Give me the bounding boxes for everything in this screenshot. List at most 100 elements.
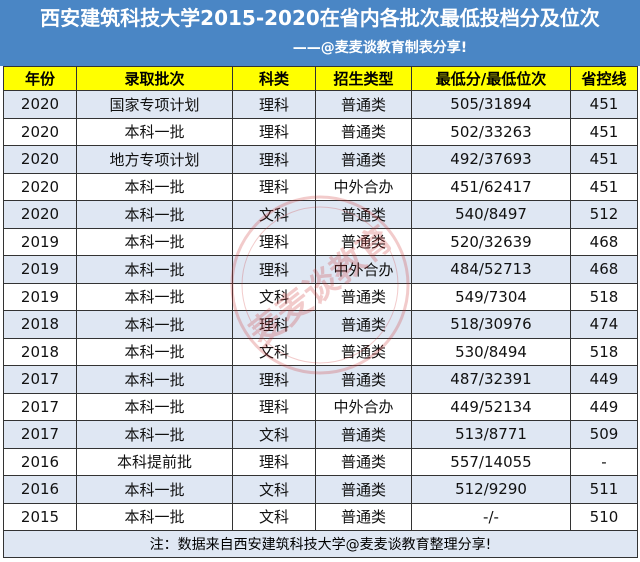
cell-min-score-rank: 492/37693 bbox=[411, 145, 571, 174]
table-header-row: 年份 录取批次 科类 招生类型 最低分/最低位次 省控线 bbox=[3, 66, 638, 91]
cell-year: 2018 bbox=[3, 310, 77, 339]
title-banner: 西安建筑科技大学2015-2020在省内各批次最低投档分及位次 ——@麦麦谈教育… bbox=[0, 0, 640, 66]
cell-year: 2018 bbox=[3, 337, 77, 366]
table-row: 2020 本科一批 文科 普通类 540/8497 512 bbox=[3, 200, 638, 229]
cell-subject: 文科 bbox=[232, 420, 316, 449]
cell-control-line: - bbox=[570, 447, 638, 476]
table-note-row: 注：数据来自西安建筑科技大学@麦麦谈教育整理分享! bbox=[3, 530, 638, 558]
table-row: 2019 本科一批 文科 普通类 549/7304 518 bbox=[3, 282, 638, 311]
cell-min-score-rank: 520/32639 bbox=[411, 227, 571, 256]
cell-batch: 本科提前批 bbox=[76, 447, 233, 476]
column-header-control-line: 省控线 bbox=[570, 66, 638, 91]
cell-enrollment-type: 中外合办 bbox=[315, 172, 412, 201]
admission-score-table: 年份 录取批次 科类 招生类型 最低分/最低位次 省控线 2020 国家专项计划理… bbox=[3, 66, 638, 558]
cell-min-score-rank: 449/52134 bbox=[411, 392, 571, 421]
cell-control-line: 451 bbox=[570, 117, 638, 146]
cell-batch: 本科一批 bbox=[76, 117, 233, 146]
cell-enrollment-type: 普通类 bbox=[315, 117, 412, 146]
cell-min-score-rank: 513/8771 bbox=[411, 420, 571, 449]
cell-year: 2019 bbox=[3, 282, 77, 311]
cell-subject: 文科 bbox=[232, 200, 316, 229]
column-header-min-score-rank: 最低分/最低位次 bbox=[411, 66, 571, 91]
cell-enrollment-type: 普通类 bbox=[315, 227, 412, 256]
cell-control-line: 518 bbox=[570, 337, 638, 366]
cell-enrollment-type: 普通类 bbox=[315, 200, 412, 229]
cell-batch: 国家专项计划 bbox=[76, 90, 233, 119]
cell-control-line: 451 bbox=[570, 172, 638, 201]
cell-year: 2017 bbox=[3, 365, 77, 394]
cell-subject: 文科 bbox=[232, 475, 316, 504]
table-row: 2019 本科一批 理科 普通类 520/32639 468 bbox=[3, 227, 638, 256]
cell-batch: 本科一批 bbox=[76, 282, 233, 311]
cell-control-line: 451 bbox=[570, 145, 638, 174]
cell-min-score-rank: 512/9290 bbox=[411, 475, 571, 504]
table-row: 2017 本科一批 理科 中外合办 449/52134 449 bbox=[3, 392, 638, 421]
cell-enrollment-type: 普通类 bbox=[315, 475, 412, 504]
cell-batch: 本科一批 bbox=[76, 365, 233, 394]
cell-batch: 本科一批 bbox=[76, 200, 233, 229]
table-row: 2020 本科一批 理科 中外合办 451/62417 451 bbox=[3, 172, 638, 201]
cell-min-score-rank: 540/8497 bbox=[411, 200, 571, 229]
page-title: 西安建筑科技大学2015-2020在省内各批次最低投档分及位次 bbox=[40, 6, 600, 30]
cell-enrollment-type: 中外合办 bbox=[315, 255, 412, 284]
cell-control-line: 511 bbox=[570, 475, 638, 504]
cell-min-score-rank: 549/7304 bbox=[411, 282, 571, 311]
cell-control-line: 474 bbox=[570, 310, 638, 339]
cell-batch: 本科一批 bbox=[76, 310, 233, 339]
cell-min-score-rank: 451/62417 bbox=[411, 172, 571, 201]
cell-year: 2020 bbox=[3, 117, 77, 146]
page-subtitle: ——@麦麦谈教育制表分享! bbox=[292, 40, 468, 56]
cell-subject: 理科 bbox=[232, 447, 316, 476]
cell-year: 2019 bbox=[3, 255, 77, 284]
cell-min-score-rank: 557/14055 bbox=[411, 447, 571, 476]
cell-year: 2017 bbox=[3, 420, 77, 449]
cell-enrollment-type: 普通类 bbox=[315, 447, 412, 476]
cell-batch: 本科一批 bbox=[76, 392, 233, 421]
cell-year: 2015 bbox=[3, 502, 77, 531]
table-row: 2019 本科一批 理科 中外合办 484/52713 468 bbox=[3, 255, 638, 284]
table-row: 2020 本科一批 理科 普通类 502/33263 451 bbox=[3, 117, 638, 146]
cell-subject: 文科 bbox=[232, 282, 316, 311]
cell-min-score-rank: 530/8494 bbox=[411, 337, 571, 366]
cell-year: 2020 bbox=[3, 145, 77, 174]
cell-control-line: 449 bbox=[570, 365, 638, 394]
cell-subject: 文科 bbox=[232, 502, 316, 531]
table-row: 2017 本科一批 理科 普通类 487/32391 449 bbox=[3, 365, 638, 394]
column-header-batch: 录取批次 bbox=[76, 66, 233, 91]
table-note: 注：数据来自西安建筑科技大学@麦麦谈教育整理分享! bbox=[3, 530, 638, 558]
cell-enrollment-type: 普通类 bbox=[315, 337, 412, 366]
cell-batch: 本科一批 bbox=[76, 255, 233, 284]
table-row: 2018 本科一批 文科 普通类 530/8494 518 bbox=[3, 337, 638, 366]
cell-batch: 本科一批 bbox=[76, 172, 233, 201]
cell-subject: 理科 bbox=[232, 365, 316, 394]
cell-subject: 文科 bbox=[232, 337, 316, 366]
cell-control-line: 449 bbox=[570, 392, 638, 421]
cell-min-score-rank: 487/32391 bbox=[411, 365, 571, 394]
cell-year: 2020 bbox=[3, 200, 77, 229]
cell-enrollment-type: 普通类 bbox=[315, 282, 412, 311]
cell-control-line: 510 bbox=[570, 502, 638, 531]
table-row: 2020 地方专项计划 理科 普通类 492/37693 451 bbox=[3, 145, 638, 174]
table-row: 2015 本科一批 文科 普通类 -/- 510 bbox=[3, 502, 638, 531]
cell-batch: 本科一批 bbox=[76, 475, 233, 504]
table-row: 2018 本科一批 理科 普通类 518/30976 474 bbox=[3, 310, 638, 339]
cell-year: 2020 bbox=[3, 172, 77, 201]
cell-subject: 理科 bbox=[232, 90, 316, 119]
cell-control-line: 451 bbox=[570, 90, 638, 119]
cell-control-line: 518 bbox=[570, 282, 638, 311]
cell-control-line: 468 bbox=[570, 227, 638, 256]
table-row: 2020 国家专项计划 理科 普通类 505/31894 451 bbox=[3, 90, 638, 119]
cell-subject: 理科 bbox=[232, 255, 316, 284]
table-row: 2017 本科一批 文科 普通类 513/8771 509 bbox=[3, 420, 638, 449]
cell-year: 2016 bbox=[3, 475, 77, 504]
cell-control-line: 512 bbox=[570, 200, 638, 229]
cell-enrollment-type: 普通类 bbox=[315, 420, 412, 449]
column-header-year: 年份 bbox=[3, 66, 77, 91]
column-header-enrollment-type: 招生类型 bbox=[315, 66, 412, 91]
cell-year: 2019 bbox=[3, 227, 77, 256]
cell-enrollment-type: 普通类 bbox=[315, 502, 412, 531]
cell-enrollment-type: 中外合办 bbox=[315, 392, 412, 421]
cell-min-score-rank: 502/33263 bbox=[411, 117, 571, 146]
cell-enrollment-type: 普通类 bbox=[315, 145, 412, 174]
cell-subject: 理科 bbox=[232, 145, 316, 174]
